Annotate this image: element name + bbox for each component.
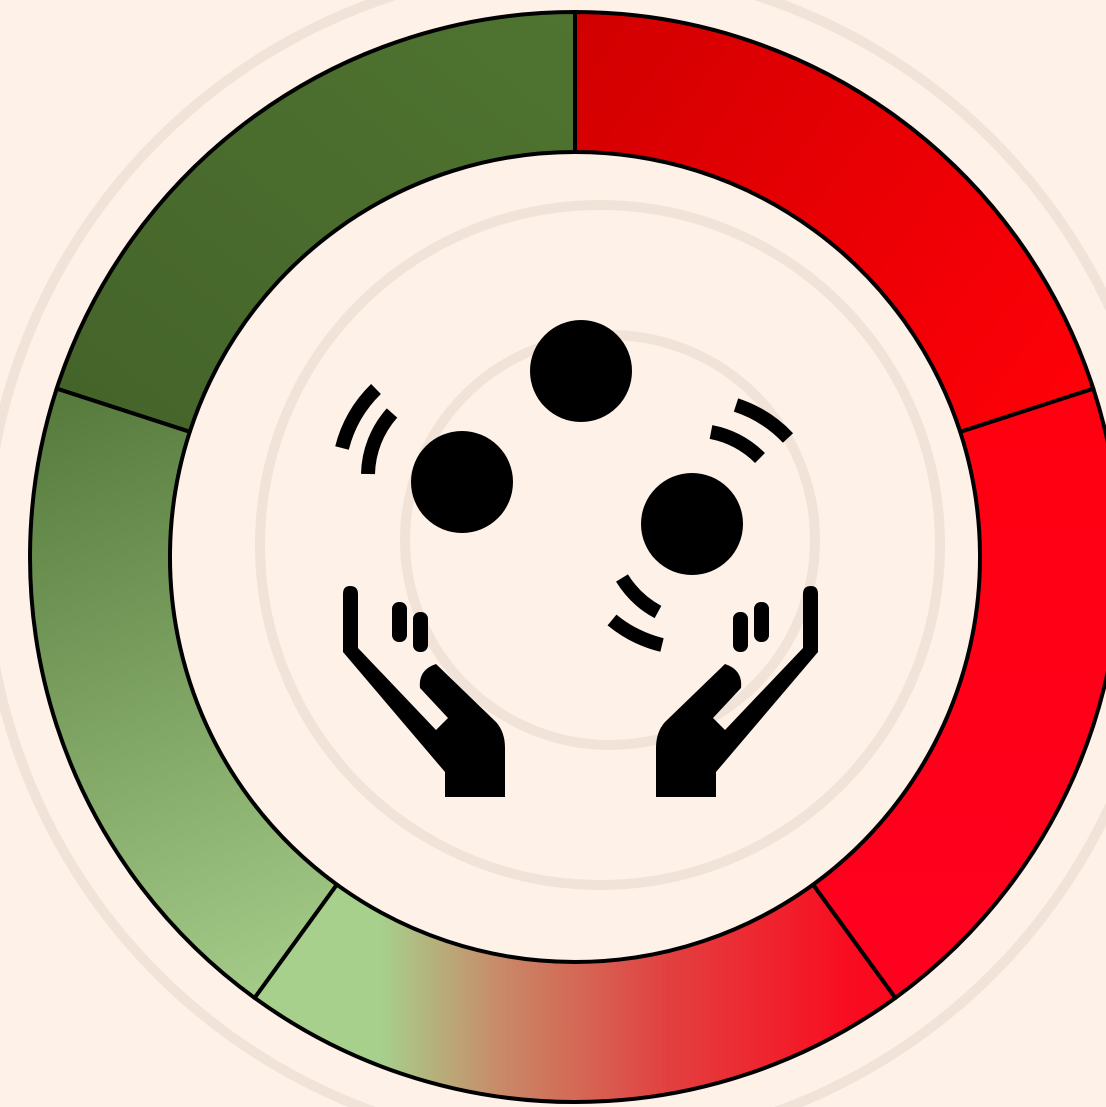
juggler	[335, 320, 818, 797]
hand	[656, 586, 818, 797]
ball	[530, 320, 632, 422]
segment-top-left	[54, 10, 577, 434]
segment-bottom	[252, 882, 898, 1105]
segment-right	[811, 386, 1106, 1000]
segment-top-right	[573, 10, 1096, 434]
ball	[641, 473, 743, 575]
hand	[343, 586, 505, 797]
motion-lines	[335, 383, 794, 652]
ring	[28, 10, 1106, 1105]
ball	[411, 431, 513, 533]
segment-left	[28, 386, 339, 1000]
